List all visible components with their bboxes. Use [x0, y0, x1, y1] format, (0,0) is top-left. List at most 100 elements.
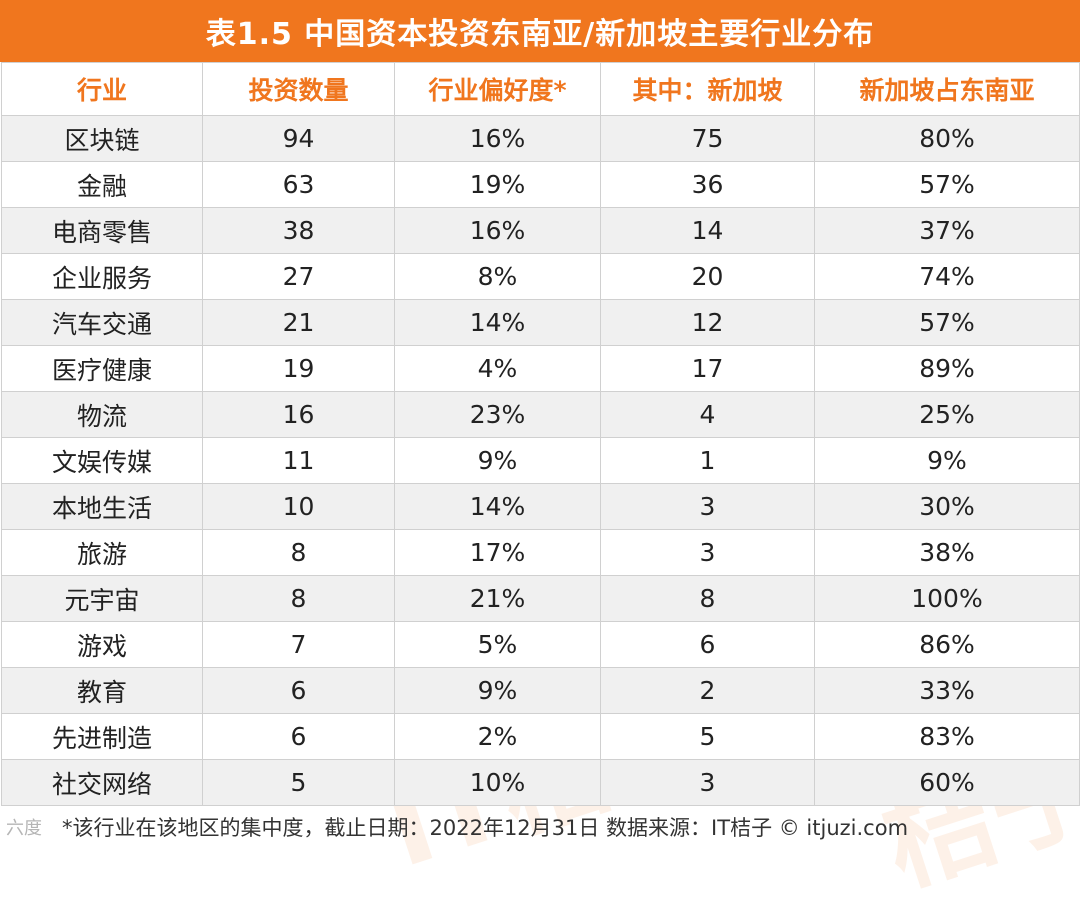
cell-singapore-share: 83% [814, 713, 1080, 760]
cell-industry: 金融 [1, 161, 203, 208]
cell-industry: 区块链 [1, 115, 203, 162]
cell-singapore-share: 9% [814, 437, 1080, 484]
cell-industry-preference: 16% [394, 115, 601, 162]
cell-industry-preference: 16% [394, 207, 601, 254]
cell-investment-count: 63 [202, 161, 395, 208]
table-row: 汽车交通 21 14% 12 57% [1, 299, 1080, 346]
cell-singapore-share: 57% [814, 299, 1080, 346]
cell-industry: 企业服务 [1, 253, 203, 300]
table-row: 旅游 8 17% 3 38% [1, 529, 1080, 576]
cell-singapore-share: 30% [814, 483, 1080, 530]
cell-singapore-share: 60% [814, 759, 1080, 806]
cell-industry-preference: 14% [394, 299, 601, 346]
header-singapore: 其中：新加坡 [600, 62, 815, 116]
cell-industry: 教育 [1, 667, 203, 714]
cell-singapore: 14 [600, 207, 815, 254]
cell-industry-preference: 17% [394, 529, 601, 576]
table-row: 企业服务 27 8% 20 74% [1, 253, 1080, 300]
table-body: 区块链 94 16% 75 80% 金融 63 19% 36 57% 电商零售 38 16% 14 37% 企… [1, 115, 1080, 806]
cell-industry-preference: 10% [394, 759, 601, 806]
cell-investment-count: 6 [202, 667, 395, 714]
cell-singapore-share: 57% [814, 161, 1080, 208]
data-table: 行业 投资数量 行业偏好度* 其中：新加坡 新加坡占东南亚 区块链 94 16% 75… [1, 62, 1080, 806]
cell-singapore: 8 [600, 575, 815, 622]
cell-industry-preference: 9% [394, 437, 601, 484]
cell-industry-preference: 21% [394, 575, 601, 622]
cell-singapore-share: 25% [814, 391, 1080, 438]
cell-industry-preference: 14% [394, 483, 601, 530]
cell-industry: 游戏 [1, 621, 203, 668]
cell-singapore-share: 100% [814, 575, 1080, 622]
table-row: 物流 16 23% 4 25% [1, 391, 1080, 438]
cell-industry: 文娱传媒 [1, 437, 203, 484]
cell-investment-count: 8 [202, 529, 395, 576]
cell-singapore: 12 [600, 299, 815, 346]
cell-singapore-share: 80% [814, 115, 1080, 162]
header-row: 行业 投资数量 行业偏好度* 其中：新加坡 新加坡占东南亚 [1, 62, 1080, 116]
cell-singapore-share: 37% [814, 207, 1080, 254]
header-investment-count: 投资数量 [202, 62, 395, 116]
table-row: 区块链 94 16% 75 80% [1, 115, 1080, 162]
table-row: 游戏 7 5% 6 86% [1, 621, 1080, 668]
cell-investment-count: 10 [202, 483, 395, 530]
cell-singapore: 3 [600, 529, 815, 576]
cell-singapore: 1 [600, 437, 815, 484]
table-row: 教育 6 9% 2 33% [1, 667, 1080, 714]
cell-singapore-share: 38% [814, 529, 1080, 576]
cell-singapore: 75 [600, 115, 815, 162]
table-row: 本地生活 10 14% 3 30% [1, 483, 1080, 530]
cell-singapore: 2 [600, 667, 815, 714]
cell-industry-preference: 19% [394, 161, 601, 208]
cell-investment-count: 6 [202, 713, 395, 760]
table-row: 社交网络 5 10% 3 60% [1, 759, 1080, 806]
cell-industry: 电商零售 [1, 207, 203, 254]
cell-singapore: 20 [600, 253, 815, 300]
cell-singapore: 4 [600, 391, 815, 438]
cell-investment-count: 8 [202, 575, 395, 622]
header-industry-preference: 行业偏好度* [394, 62, 601, 116]
table-row: 元宇宙 8 21% 8 100% [1, 575, 1080, 622]
cell-singapore: 17 [600, 345, 815, 392]
cell-industry: 汽车交通 [1, 299, 203, 346]
cell-industry: 先进制造 [1, 713, 203, 760]
cell-industry-preference: 8% [394, 253, 601, 300]
cell-investment-count: 94 [202, 115, 395, 162]
cell-investment-count: 7 [202, 621, 395, 668]
header-singapore-share: 新加坡占东南亚 [814, 62, 1080, 116]
cell-industry: 旅游 [1, 529, 203, 576]
table-row: 电商零售 38 16% 14 37% [1, 207, 1080, 254]
cell-investment-count: 5 [202, 759, 395, 806]
cell-singapore-share: 89% [814, 345, 1080, 392]
cell-industry-preference: 23% [394, 391, 601, 438]
cell-singapore: 36 [600, 161, 815, 208]
cell-industry: 社交网络 [1, 759, 203, 806]
cell-industry-preference: 5% [394, 621, 601, 668]
table-title: 表1.5 中国资本投资东南亚/新加坡主要行业分布 [0, 0, 1080, 62]
cell-investment-count: 11 [202, 437, 395, 484]
cell-industry: 本地生活 [1, 483, 203, 530]
cell-industry-preference: 9% [394, 667, 601, 714]
cell-industry: 物流 [1, 391, 203, 438]
table-row: 金融 63 19% 36 57% [1, 161, 1080, 208]
cell-investment-count: 38 [202, 207, 395, 254]
cell-singapore: 3 [600, 759, 815, 806]
cell-investment-count: 16 [202, 391, 395, 438]
footnote: *该行业在该地区的集中度，截止日期：2022年12月31日 数据来源：IT桔子 … [62, 816, 909, 840]
cell-industry: 医疗健康 [1, 345, 203, 392]
cell-singapore-share: 33% [814, 667, 1080, 714]
cell-investment-count: 27 [202, 253, 395, 300]
cell-singapore-share: 86% [814, 621, 1080, 668]
cell-singapore: 6 [600, 621, 815, 668]
table-row: 先进制造 6 2% 5 83% [1, 713, 1080, 760]
cell-singapore: 3 [600, 483, 815, 530]
corner-logo: 六度 [6, 818, 42, 839]
cell-industry-preference: 4% [394, 345, 601, 392]
header-industry: 行业 [1, 62, 203, 116]
cell-investment-count: 19 [202, 345, 395, 392]
cell-investment-count: 21 [202, 299, 395, 346]
cell-singapore-share: 74% [814, 253, 1080, 300]
cell-industry-preference: 2% [394, 713, 601, 760]
table-row: 文娱传媒 11 9% 1 9% [1, 437, 1080, 484]
cell-singapore: 5 [600, 713, 815, 760]
cell-industry: 元宇宙 [1, 575, 203, 622]
